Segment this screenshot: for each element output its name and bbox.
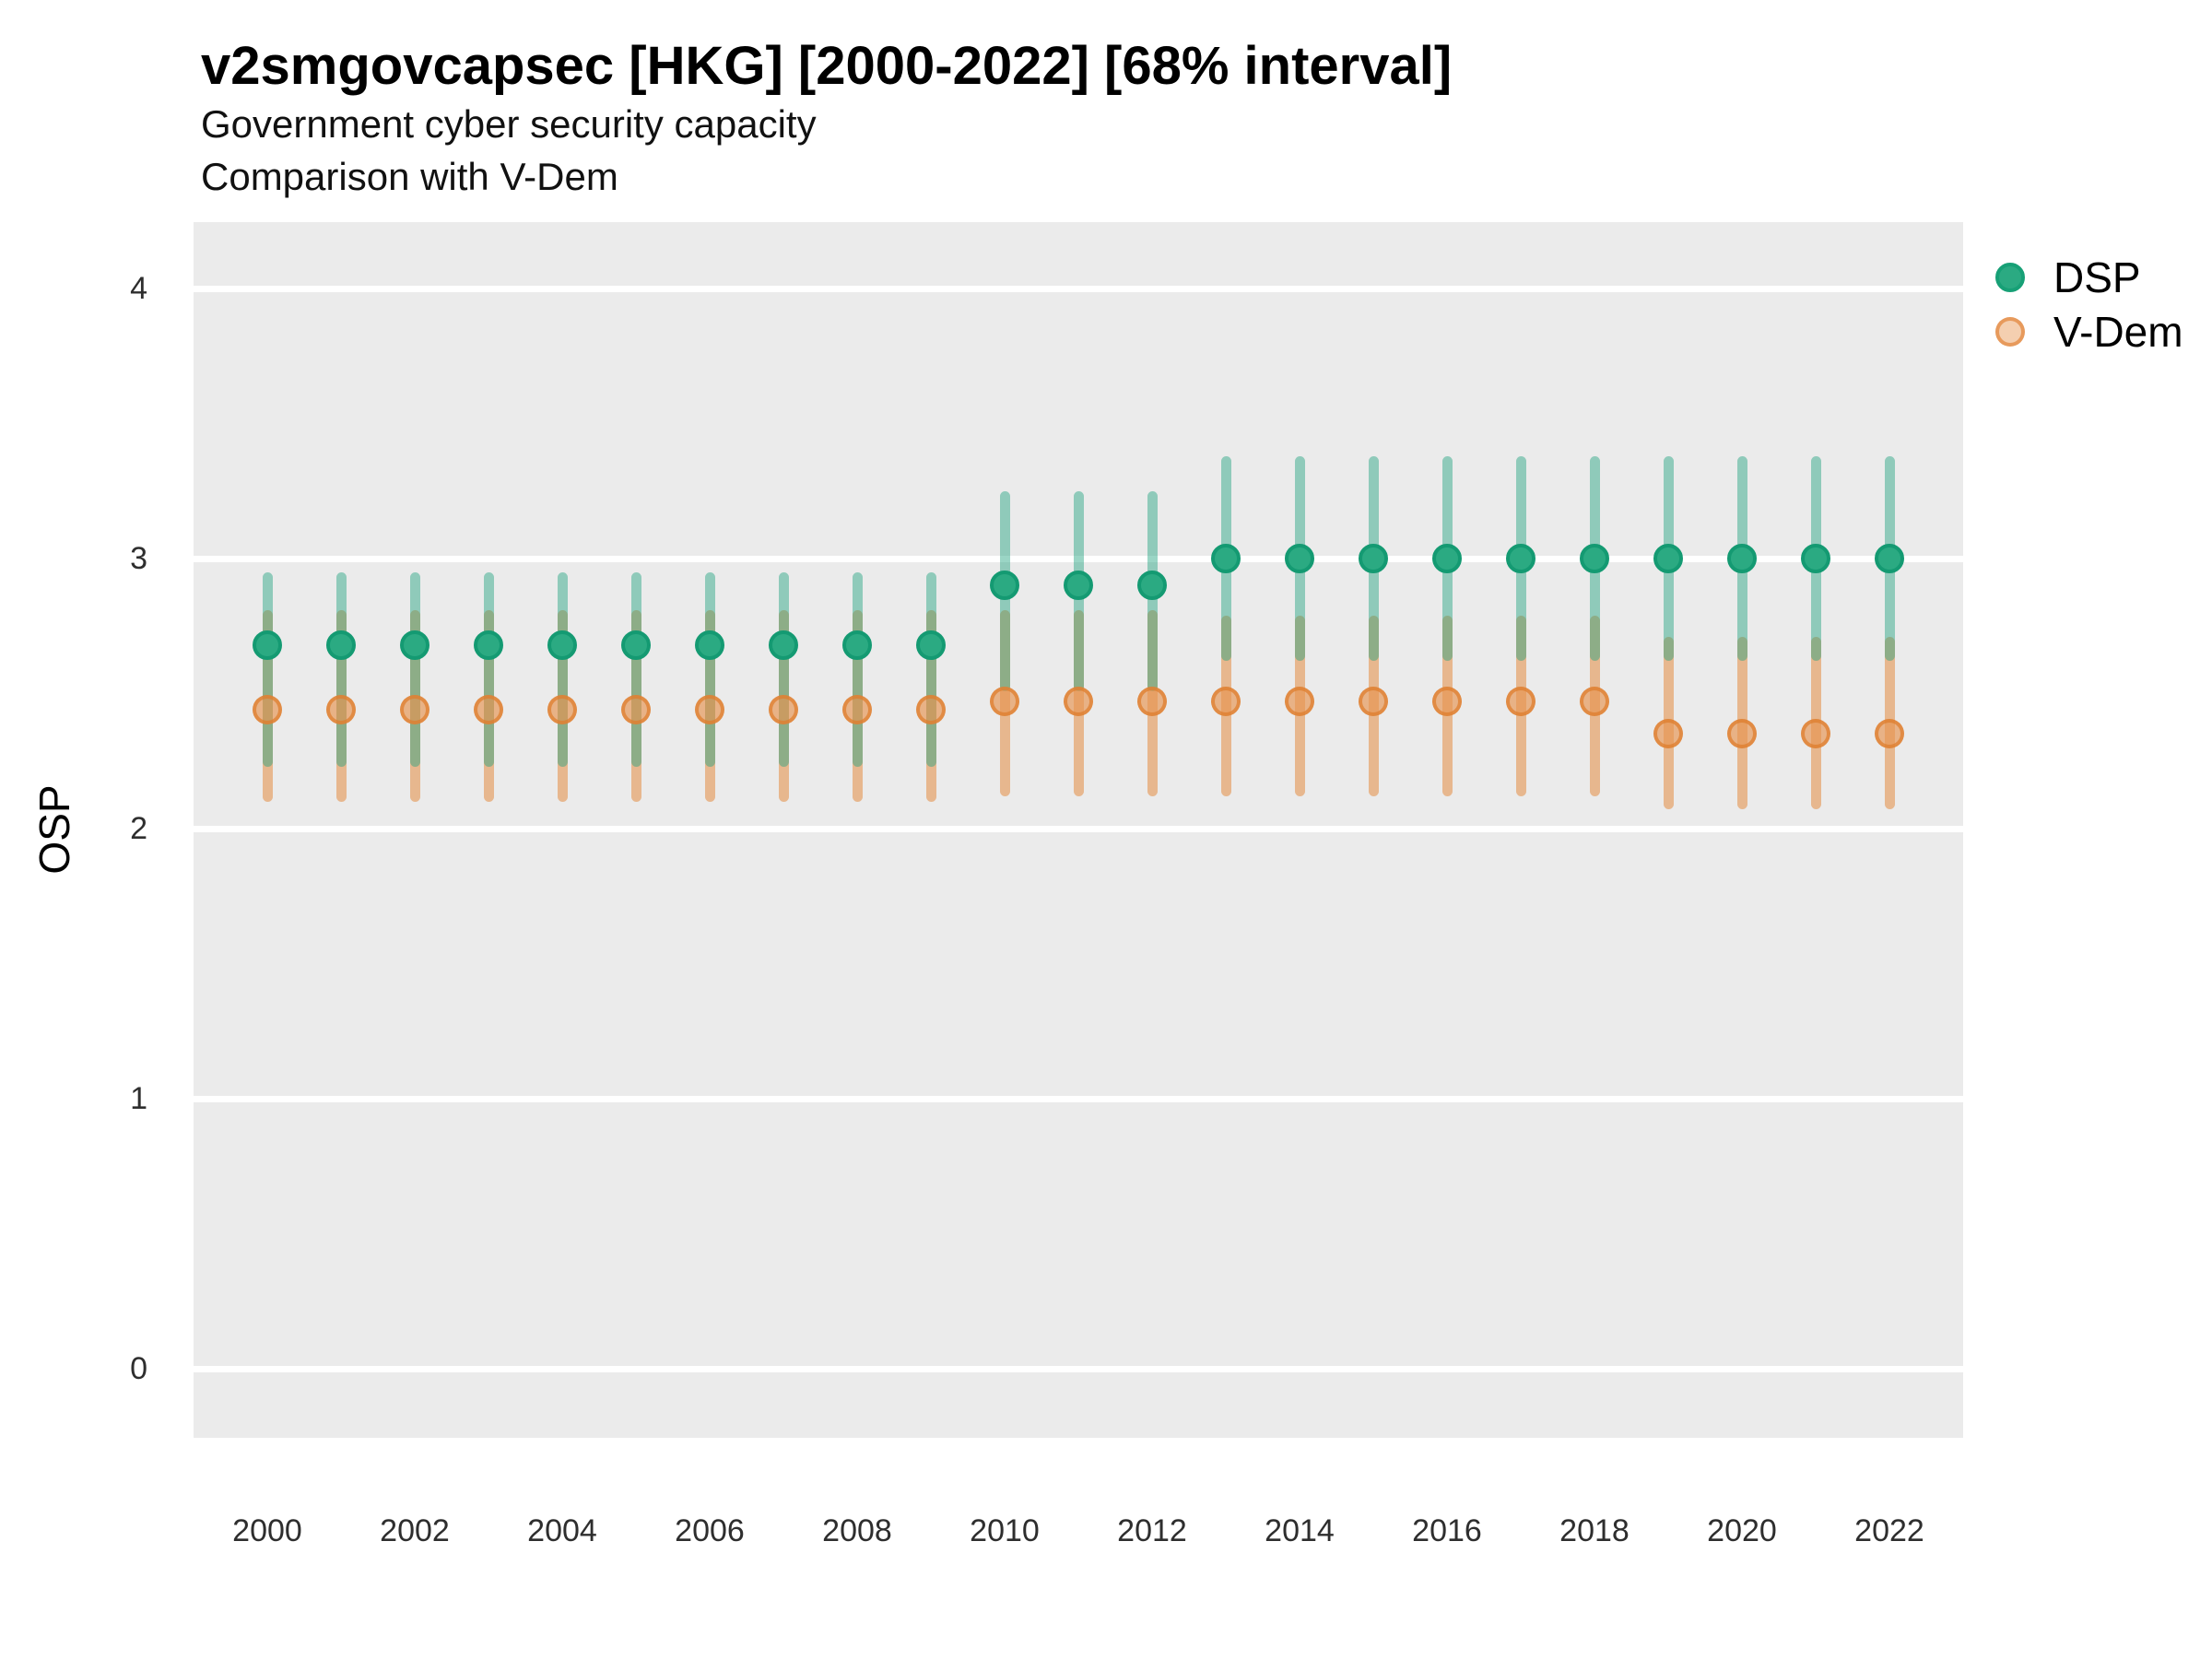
interval-bar-dsp-2007 [778,571,789,767]
point-vdem-2010 [990,687,1019,717]
point-dsp-2022 [1875,544,1904,573]
y-tick-label-3: 3 [130,541,147,576]
point-dsp-2015 [1359,544,1388,573]
legend-dot-vdem-icon [1995,317,2025,347]
chart-subtitle-line2: Comparison with V-Dem [201,155,618,198]
legend: DSP V-Dem [1995,253,2183,356]
x-tick-label-2002: 2002 [380,1513,450,1548]
point-vdem-2003 [474,695,503,725]
x-tick-label-2020: 2020 [1707,1513,1777,1548]
point-vdem-2021 [1801,719,1830,749]
y-tick-label-4: 4 [130,271,147,306]
point-dsp-2021 [1801,544,1830,573]
point-vdem-2008 [842,695,872,725]
point-dsp-2011 [1064,571,1093,601]
y-tick-label-1: 1 [130,1081,147,1116]
x-tick-label-2016: 2016 [1412,1513,1482,1548]
point-vdem-2009 [916,695,946,725]
point-vdem-2022 [1875,719,1904,749]
point-vdem-2019 [1653,719,1683,749]
x-tick-label-2018: 2018 [1559,1513,1630,1548]
point-dsp-2007 [769,629,798,660]
gridline-y-2 [194,825,1963,832]
point-dsp-2001 [326,629,356,660]
interval-bar-dsp-2004 [557,571,568,767]
chart-subtitle-line1: Government cyber security capacity [201,102,817,146]
gridline-y-3 [194,555,1963,562]
interval-bar-dsp-2002 [409,571,420,767]
y-tick-label-0: 0 [130,1351,147,1386]
point-dsp-2005 [621,629,651,660]
gridline-y-4 [194,285,1963,292]
point-dsp-2009 [916,629,946,660]
point-vdem-2018 [1580,687,1609,717]
interval-bar-dsp-2008 [852,571,863,767]
point-vdem-2012 [1137,687,1167,717]
point-vdem-2006 [695,695,724,725]
point-vdem-2000 [253,695,282,725]
point-dsp-2008 [842,629,872,660]
point-dsp-2018 [1580,544,1609,573]
point-dsp-2013 [1211,544,1241,573]
interval-bar-dsp-2005 [630,571,641,767]
interval-bar-dsp-2009 [925,571,936,767]
gridline-y-1 [194,1095,1963,1102]
point-vdem-2011 [1064,687,1093,717]
point-vdem-2016 [1432,687,1462,717]
x-tick-label-2022: 2022 [1854,1513,1924,1548]
point-dsp-2020 [1727,544,1757,573]
x-tick-label-2000: 2000 [232,1513,302,1548]
point-vdem-2013 [1211,687,1241,717]
point-dsp-2017 [1506,544,1535,573]
point-dsp-2006 [695,629,724,660]
point-vdem-2007 [769,695,798,725]
legend-label-vdem: V-Dem [2053,308,2183,356]
legend-item-dsp: DSP [1995,253,2183,301]
y-tick-label-2: 2 [130,811,147,846]
point-dsp-2004 [547,629,577,660]
x-tick-label-2008: 2008 [822,1513,892,1548]
point-dsp-2019 [1653,544,1683,573]
point-vdem-2001 [326,695,356,725]
point-dsp-2003 [474,629,503,660]
point-dsp-2010 [990,571,1019,601]
legend-item-vdem: V-Dem [1995,308,2183,356]
point-dsp-2012 [1137,571,1167,601]
point-vdem-2017 [1506,687,1535,717]
point-vdem-2014 [1285,687,1314,717]
chart-subtitle: Government cyber security capacity Compa… [201,98,817,203]
gridline-y-0 [194,1365,1963,1372]
interval-bar-dsp-2003 [483,571,494,767]
interval-bar-dsp-2000 [262,571,273,767]
point-dsp-2000 [253,629,282,660]
point-vdem-2002 [400,695,429,725]
x-tick-label-2012: 2012 [1117,1513,1187,1548]
legend-dot-dsp-icon [1995,263,2025,292]
point-dsp-2014 [1285,544,1314,573]
point-dsp-2016 [1432,544,1462,573]
point-vdem-2020 [1727,719,1757,749]
interval-bar-dsp-2001 [335,571,347,767]
x-tick-label-2004: 2004 [527,1513,597,1548]
interval-bar-dsp-2006 [704,571,715,767]
plot-area [194,222,1963,1438]
x-tick-label-2014: 2014 [1265,1513,1335,1548]
point-dsp-2002 [400,629,429,660]
point-vdem-2004 [547,695,577,725]
point-vdem-2015 [1359,687,1388,717]
x-tick-label-2010: 2010 [970,1513,1040,1548]
legend-label-dsp: DSP [2053,253,2141,301]
chart-title: v2smgovcapsec [HKG] [2000-2022] [68% int… [201,36,1453,96]
point-vdem-2005 [621,695,651,725]
x-tick-label-2006: 2006 [675,1513,745,1548]
